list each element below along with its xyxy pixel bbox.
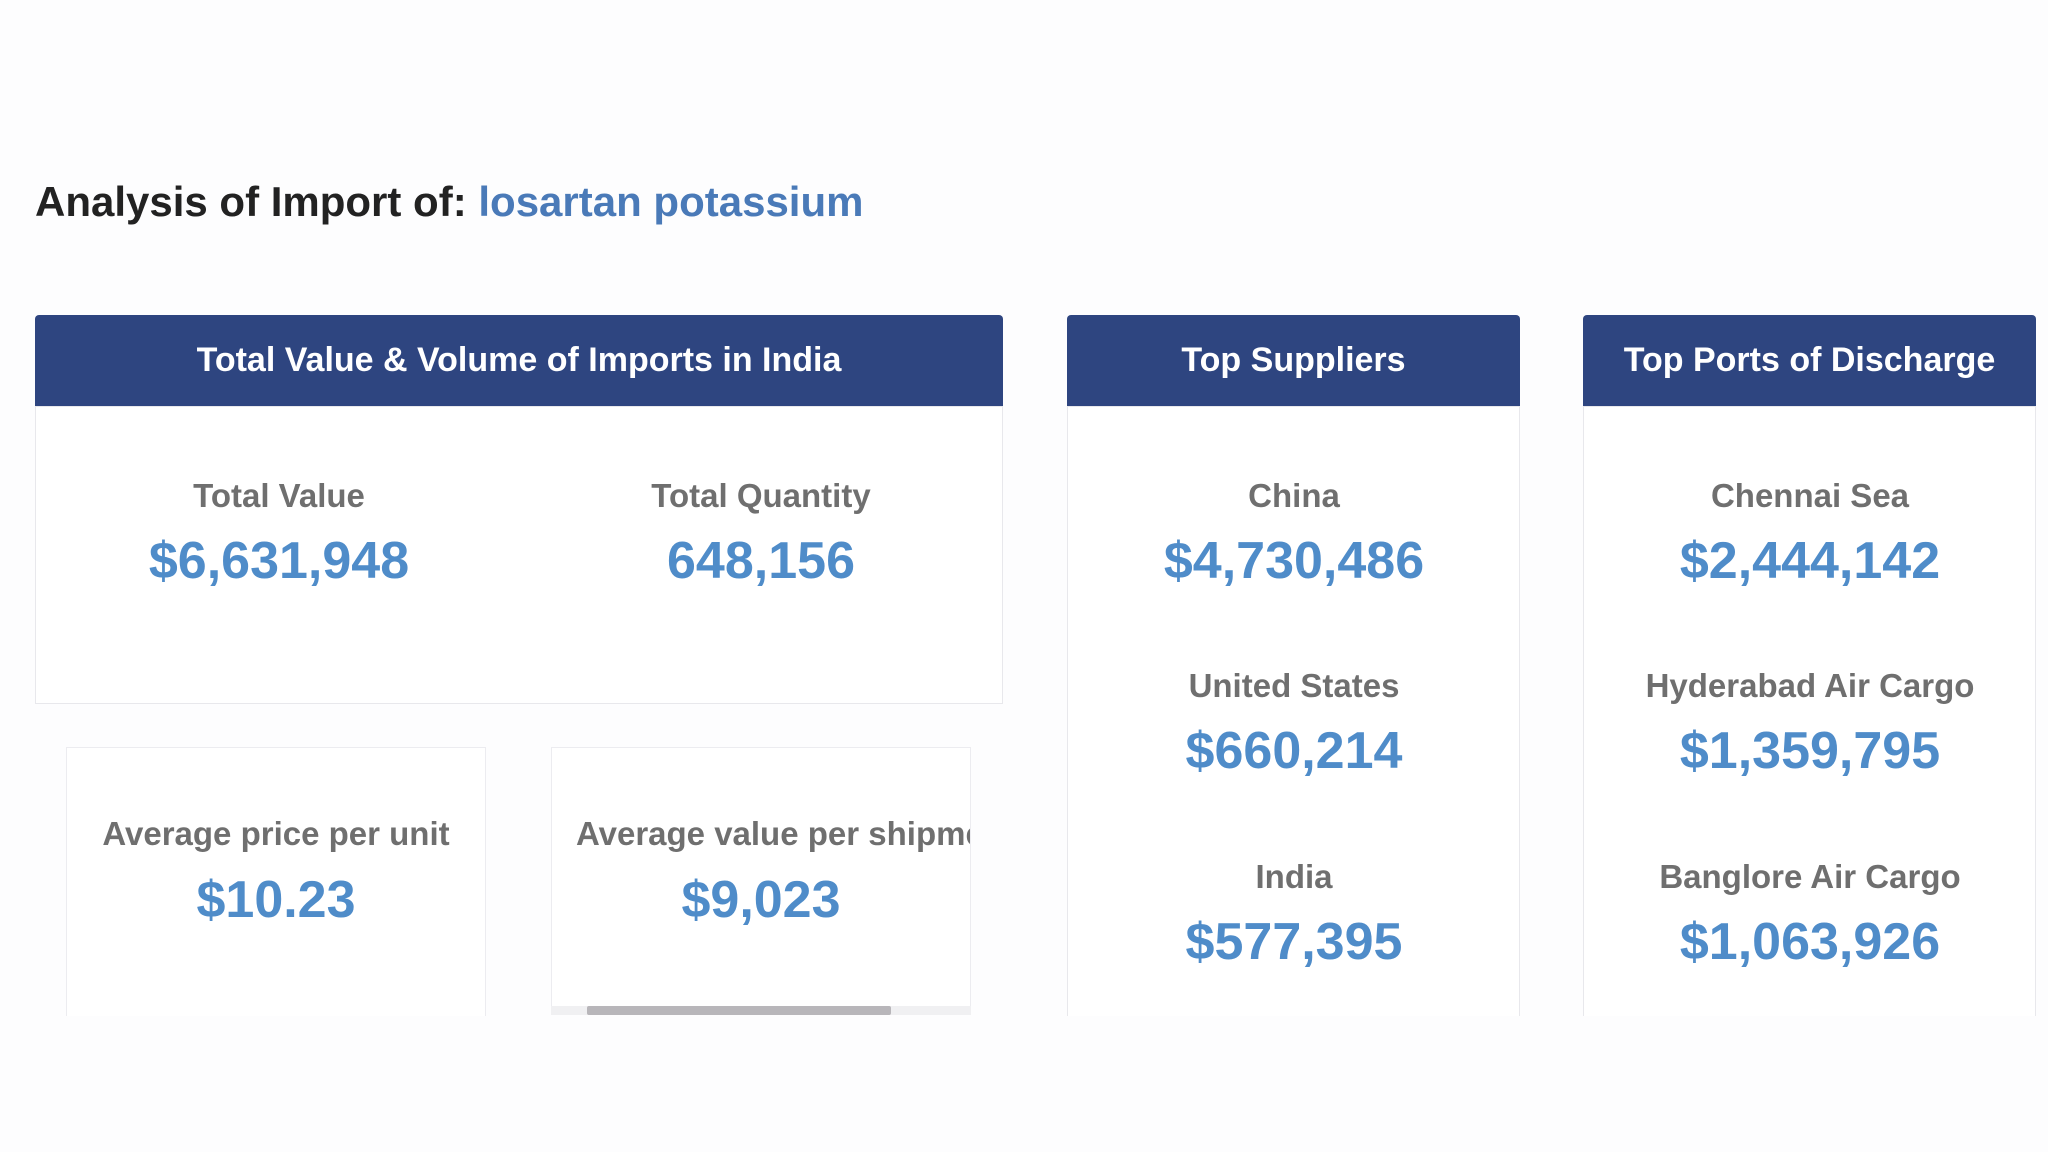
total-value-label: Total Value bbox=[193, 477, 365, 514]
totals-panel-title: Total Value & Volume of Imports in India bbox=[196, 341, 842, 379]
page-title-prefix: Analysis of Import of: bbox=[35, 178, 467, 225]
avg-price-card: Average price per unit $10.23 bbox=[66, 747, 486, 1016]
port-value: $1,063,926 bbox=[1679, 913, 1941, 971]
supplier-value: $660,214 bbox=[1185, 722, 1403, 780]
avg-shipment-scrollbar[interactable] bbox=[551, 1006, 971, 1015]
suppliers-panel-body: China $4,730,486 United States $660,214 … bbox=[1067, 406, 1520, 1016]
port-name: Hyderabad Air Cargo bbox=[1645, 667, 1975, 704]
supplier-name: United States bbox=[1188, 667, 1400, 704]
avg-price-label: Average price per unit bbox=[102, 815, 450, 852]
page-title: Analysis of Import of: losartan potassiu… bbox=[35, 178, 863, 226]
port-value: $1,359,795 bbox=[1679, 722, 1941, 780]
total-value: $6,631,948 bbox=[148, 532, 410, 590]
totals-panel-header: Total Value & Volume of Imports in India bbox=[35, 315, 1003, 406]
port-name: Banglore Air Cargo bbox=[1659, 858, 1961, 895]
avg-shipment-label: Average value per shipment bbox=[576, 815, 970, 852]
ports-panel-header: Top Ports of Discharge bbox=[1583, 315, 2036, 406]
supplier-value: $577,395 bbox=[1185, 913, 1403, 971]
ports-panel-body: Chennai Sea $2,444,142 Hyderabad Air Car… bbox=[1583, 406, 2036, 1016]
product-name: losartan potassium bbox=[478, 178, 864, 225]
scrollbar-thumb[interactable] bbox=[587, 1006, 891, 1015]
suppliers-panel-header: Top Suppliers bbox=[1067, 315, 1520, 406]
total-quantity-value: 648,156 bbox=[667, 532, 855, 590]
totals-panel-body: Total Value $6,631,948 Total Quantity 64… bbox=[35, 406, 1003, 704]
total-quantity-label: Total Quantity bbox=[651, 477, 871, 514]
port-value: $2,444,142 bbox=[1679, 532, 1941, 590]
supplier-name: India bbox=[1255, 858, 1333, 895]
avg-price-value: $10.23 bbox=[196, 871, 356, 929]
supplier-value: $4,730,486 bbox=[1163, 532, 1425, 590]
ports-panel-title: Top Ports of Discharge bbox=[1623, 341, 1996, 379]
supplier-name: China bbox=[1248, 477, 1340, 514]
avg-shipment-value: $9,023 bbox=[681, 871, 841, 929]
suppliers-panel-title: Top Suppliers bbox=[1181, 341, 1406, 379]
avg-shipment-card[interactable]: Average value per shipment $9,023 bbox=[551, 747, 971, 1006]
port-name: Chennai Sea bbox=[1710, 477, 1910, 514]
